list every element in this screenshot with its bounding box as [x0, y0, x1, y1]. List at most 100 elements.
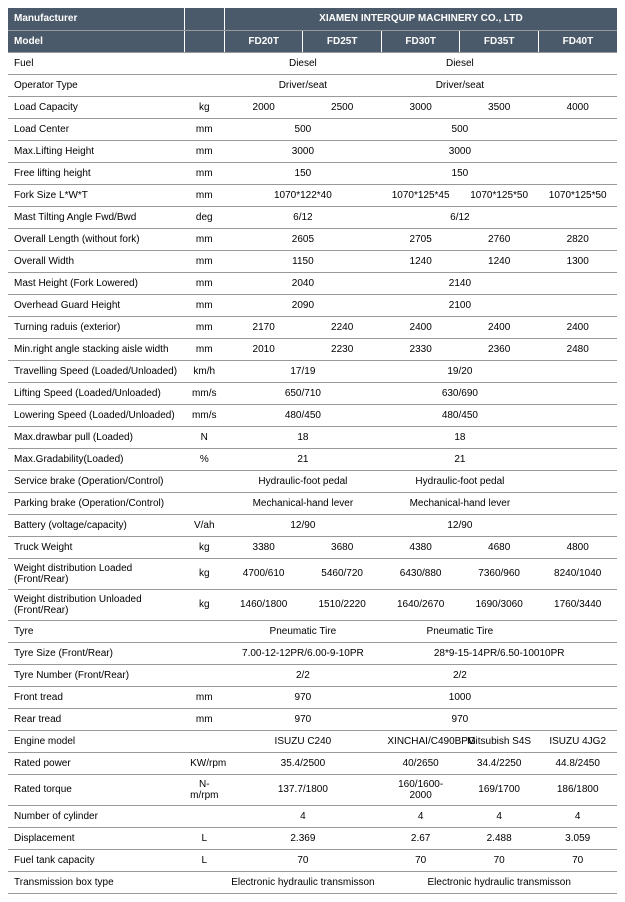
row-free_lift: Free lifting heightmm150150 — [8, 162, 617, 184]
unit: N — [184, 426, 224, 448]
label: Max.Gradability(Loaded) — [8, 448, 184, 470]
label: Overall Width — [8, 250, 184, 272]
unit — [184, 74, 224, 96]
unit: mm — [184, 184, 224, 206]
model-label: Model — [8, 30, 184, 52]
val: Driver/seat — [224, 74, 381, 96]
row-service_brake: Service brake (Operation/Control)Hydraul… — [8, 470, 617, 492]
label: Fuel — [8, 52, 184, 74]
val: XINCHAI/C490BPG — [381, 730, 460, 752]
val: 12/90 — [381, 514, 538, 536]
val: 2.488 — [460, 827, 539, 849]
unit: mm — [184, 162, 224, 184]
val: 17/19 — [224, 360, 381, 382]
val: 2.67 — [381, 827, 460, 849]
label: Turning raduis (exterior) — [8, 316, 184, 338]
row-overall_width: Overall Widthmm1150124012401300 — [8, 250, 617, 272]
val: 12/90 — [224, 514, 381, 536]
label: Free lifting height — [8, 162, 184, 184]
label: Weight distribution Loaded (Front/Rear) — [8, 558, 184, 589]
val: Electronic hydraulic transmisson — [224, 871, 381, 893]
label: Lifting Speed (Loaded/Unloaded) — [8, 382, 184, 404]
row-parking_brake: Parking brake (Operation/Control)Mechani… — [8, 492, 617, 514]
manufacturer-label: Manufacturer — [8, 8, 184, 30]
unit — [184, 730, 224, 752]
row-rated_power: Rated powerKW/rpm35.4/250040/265034.4/22… — [8, 752, 617, 774]
row-fuel_tank: Fuel tank capacityL70707070 — [8, 849, 617, 871]
val: 4 — [381, 805, 460, 827]
val: 1070*125*50 — [538, 184, 617, 206]
val — [538, 206, 617, 228]
val: 2100 — [381, 294, 538, 316]
val — [538, 664, 617, 686]
val: 28*9-15-14PR/6.50-10010PR — [381, 642, 617, 664]
val — [538, 448, 617, 470]
val: 2000 — [224, 96, 303, 118]
val: 70 — [460, 849, 539, 871]
val: 2400 — [460, 316, 539, 338]
val: 6/12 — [381, 206, 538, 228]
val: 34.4/2250 — [460, 752, 539, 774]
unit: kg — [184, 558, 224, 589]
val: Electronic hydraulic transmisson — [381, 871, 617, 893]
row-operator: Operator TypeDriver/seatDriver/seat — [8, 74, 617, 96]
unit — [184, 664, 224, 686]
unit: mm — [184, 250, 224, 272]
label: Tyre Size (Front/Rear) — [8, 642, 184, 664]
row-load_center: Load Centermm500500 — [8, 118, 617, 140]
val: 70 — [224, 849, 381, 871]
val: 2760 — [460, 228, 539, 250]
val: 19/20 — [381, 360, 538, 382]
row-fork_size: Fork Size L*W*Tmm1070*122*401070*125*451… — [8, 184, 617, 206]
val: 2605 — [224, 228, 381, 250]
unit: mm — [184, 708, 224, 730]
row-engine: Engine modelISUZU C240XINCHAI/C490BPGMit… — [8, 730, 617, 752]
val: Mechanical-hand lever — [381, 492, 538, 514]
row-weight_unloaded: Weight distribution Unloaded (Front/Rear… — [8, 589, 617, 620]
row-tyre_size: Tyre Size (Front/Rear) 7.00-12-12PR/6.00-… — [8, 642, 617, 664]
val: 7.00-12-12PR/6.00-9-10PR — [224, 642, 381, 664]
unit: mm — [184, 140, 224, 162]
model-3: FD35T — [460, 30, 539, 52]
val: 2140 — [381, 272, 538, 294]
unit: mm — [184, 228, 224, 250]
val: 186/1800 — [538, 774, 617, 805]
model-1: FD25T — [303, 30, 382, 52]
val: 2010 — [224, 338, 303, 360]
val: 8240/1040 — [538, 558, 617, 589]
label: Mast Height (Fork Lowered) — [8, 272, 184, 294]
val: 1000 — [381, 686, 538, 708]
unit — [184, 805, 224, 827]
val — [538, 686, 617, 708]
val: 40/2650 — [381, 752, 460, 774]
unit: mm — [184, 118, 224, 140]
label: Tyre — [8, 620, 184, 642]
val: 1070*125*50 — [460, 184, 539, 206]
val: 4680 — [460, 536, 539, 558]
unit — [184, 642, 224, 664]
row-lift_speed: Lifting Speed (Loaded/Unloaded)mm/s650/7… — [8, 382, 617, 404]
val: 4 — [538, 805, 617, 827]
label: Engine model — [8, 730, 184, 752]
val: 2500 — [303, 96, 382, 118]
row-fuel: Fuel DieselDiesel — [8, 52, 617, 74]
val: 6430/880 — [381, 558, 460, 589]
unit: mm/s — [184, 382, 224, 404]
val: 4 — [460, 805, 539, 827]
val — [538, 404, 617, 426]
val: Diesel — [381, 52, 538, 74]
val: Mitsubish S4S — [460, 730, 539, 752]
val: 1240 — [381, 250, 460, 272]
val: Pneumatic Tire — [224, 620, 381, 642]
row-weight_loaded: Weight distribution Loaded (Front/Rear)k… — [8, 558, 617, 589]
val: 3500 — [460, 96, 539, 118]
val: 970 — [224, 708, 381, 730]
label: Mast Tilting Angle Fwd/Bwd — [8, 206, 184, 228]
val — [538, 118, 617, 140]
val: 2/2 — [381, 664, 538, 686]
label: Truck Weight — [8, 536, 184, 558]
val: 2240 — [303, 316, 382, 338]
unit — [184, 470, 224, 492]
label: Operator Type — [8, 74, 184, 96]
val: Diesel — [224, 52, 381, 74]
